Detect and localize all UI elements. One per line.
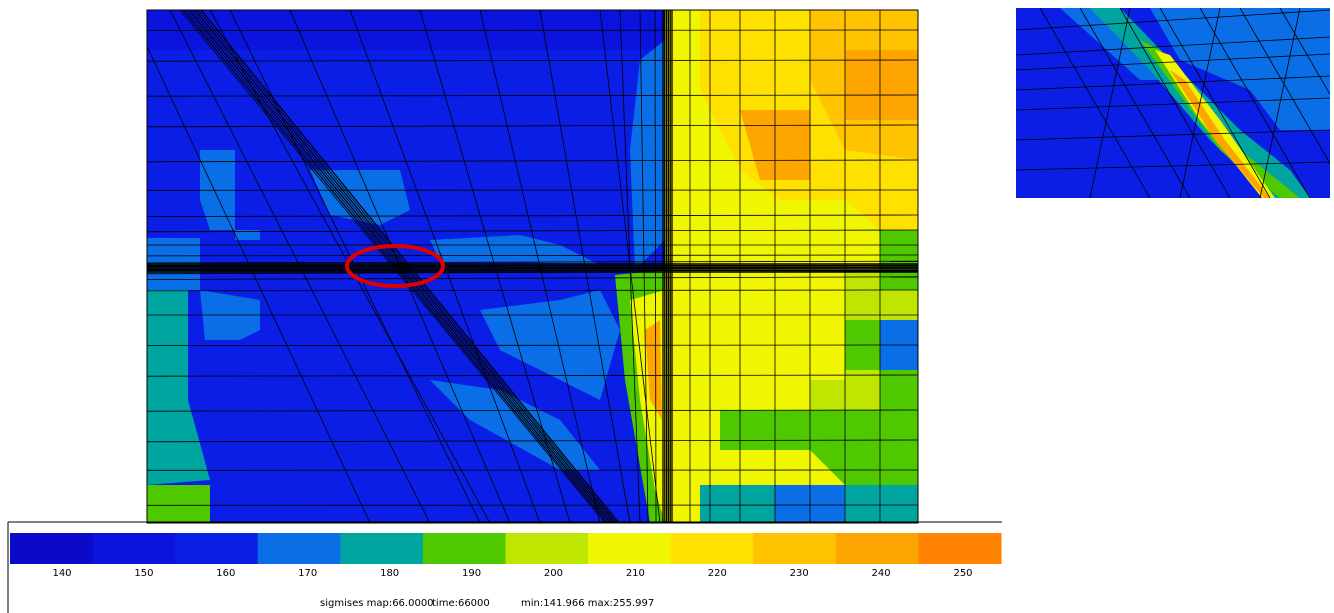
mesh-line [1159, 8, 1271, 198]
mesh-line [1179, 8, 1221, 198]
mesh-line [639, 10, 649, 523]
mesh-line [179, 10, 606, 523]
region [720, 410, 918, 485]
mesh-line [1016, 36, 1330, 56]
highlight-ellipse [345, 244, 445, 288]
status-text: min:141.966 max:255.997 [521, 598, 654, 609]
mesh-lines [1016, 8, 1330, 198]
mesh-line [1239, 8, 1330, 165]
status-text: time:66000 [432, 598, 490, 609]
region [147, 290, 210, 485]
region [147, 485, 210, 523]
mesh-line [147, 409, 918, 412]
mesh-line [182, 10, 608, 523]
color-swatch [10, 533, 94, 564]
color-swatch [422, 533, 506, 564]
mesh-line [654, 10, 657, 523]
scale-label: 250 [953, 568, 972, 579]
mesh-line [539, 10, 631, 523]
color-swatch [175, 533, 259, 564]
region [880, 230, 918, 290]
mesh-line [147, 214, 918, 217]
region [630, 40, 665, 270]
mesh-line [147, 289, 918, 292]
mesh-line [1039, 8, 1151, 198]
color-swatch [670, 533, 754, 564]
region [200, 150, 260, 240]
mesh-line [147, 439, 918, 443]
mesh-line [147, 159, 918, 163]
mesh-line [197, 10, 618, 523]
mesh-line [147, 374, 918, 377]
color-swatch [340, 533, 424, 564]
map-frame [146, 9, 919, 524]
scale-label: 200 [544, 568, 563, 579]
mesh-line [1079, 8, 1191, 198]
status-text: sigmises map:66.0000 [320, 598, 434, 609]
color-swatch [505, 533, 589, 564]
inset-map [1016, 8, 1330, 198]
mesh-line [1089, 8, 1131, 198]
mesh-line [147, 59, 918, 62]
region [1170, 70, 1270, 198]
mesh-line [619, 10, 641, 523]
mesh-line [1279, 8, 1330, 96]
mesh-line [1016, 129, 1330, 141]
mesh-line [147, 124, 918, 128]
mesh-line [1016, 53, 1330, 71]
mesh-line [147, 94, 918, 97]
mesh-line [147, 229, 918, 233]
color-swatch [257, 533, 341, 564]
mesh-line [1016, 9, 1330, 31]
mesh-line [191, 10, 614, 523]
mesh-line [1199, 8, 1311, 198]
scale-label: 160 [216, 568, 235, 579]
mesh-line [349, 10, 541, 523]
mesh-line [419, 10, 571, 523]
mesh-line [147, 276, 918, 280]
scale-label: 180 [380, 568, 399, 579]
scale-label: 210 [626, 568, 645, 579]
mesh-line [169, 10, 431, 523]
scale-label: 170 [298, 568, 317, 579]
mesh-line [147, 260, 918, 264]
mesh-line [229, 10, 481, 523]
region [845, 50, 918, 120]
color-swatch [918, 533, 1002, 564]
region [430, 235, 600, 265]
mesh-line [1119, 8, 1231, 198]
scale-label: 190 [462, 568, 481, 579]
mesh-line [147, 29, 918, 32]
scale-label: 220 [708, 568, 727, 579]
color-swatch [92, 533, 176, 564]
color-scale [10, 533, 1002, 564]
mesh-line [1016, 75, 1330, 91]
mesh-line [147, 45, 371, 523]
mesh-line [209, 10, 491, 523]
legend-panel: 140 150 160 170 180 190 200 210 220 230 240 250 sig… [7, 521, 1002, 613]
mesh-lines [147, 10, 918, 523]
mesh-line [479, 10, 601, 523]
scale-label: 230 [790, 568, 809, 579]
scale-label: 240 [872, 568, 891, 579]
mesh-line [1016, 97, 1330, 111]
color-swatch [588, 533, 672, 564]
mesh-line [289, 10, 511, 523]
color-scale-labels: 140 150 160 170 180 190 200 210 220 230 240 250 [52, 568, 972, 579]
color-swatch [835, 533, 919, 564]
mesh-line [147, 254, 918, 257]
scale-label: 150 [134, 568, 153, 579]
mesh-line [200, 10, 620, 523]
mesh-line [147, 344, 918, 347]
scale-label: 140 [52, 568, 71, 579]
contour-map [147, 10, 918, 523]
mesh-line [1016, 161, 1330, 171]
color-swatch [753, 533, 837, 564]
mesh-line [1259, 8, 1301, 198]
